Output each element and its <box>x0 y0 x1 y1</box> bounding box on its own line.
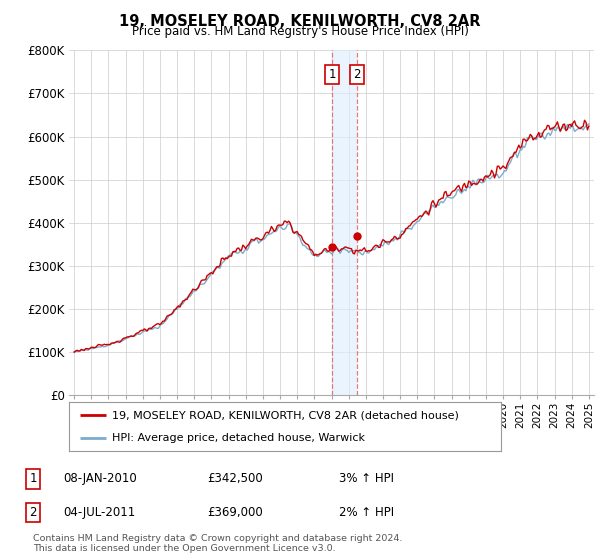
Text: 2% ↑ HPI: 2% ↑ HPI <box>339 506 394 519</box>
Text: 1: 1 <box>29 472 37 486</box>
Text: HPI: Average price, detached house, Warwick: HPI: Average price, detached house, Warw… <box>112 433 365 444</box>
Text: 19, MOSELEY ROAD, KENILWORTH, CV8 2AR: 19, MOSELEY ROAD, KENILWORTH, CV8 2AR <box>119 14 481 29</box>
Text: 2: 2 <box>353 68 361 81</box>
Text: 08-JAN-2010: 08-JAN-2010 <box>63 472 137 486</box>
Text: 2: 2 <box>29 506 37 519</box>
Bar <box>332 50 357 395</box>
Text: 04-JUL-2011: 04-JUL-2011 <box>63 506 135 519</box>
Text: 1: 1 <box>328 68 336 81</box>
Text: £369,000: £369,000 <box>207 506 263 519</box>
Text: £342,500: £342,500 <box>207 472 263 486</box>
Text: Contains HM Land Registry data © Crown copyright and database right 2024.
This d: Contains HM Land Registry data © Crown c… <box>33 534 403 553</box>
Text: 3% ↑ HPI: 3% ↑ HPI <box>339 472 394 486</box>
Text: 19, MOSELEY ROAD, KENILWORTH, CV8 2AR (detached house): 19, MOSELEY ROAD, KENILWORTH, CV8 2AR (d… <box>112 410 459 421</box>
Text: Price paid vs. HM Land Registry's House Price Index (HPI): Price paid vs. HM Land Registry's House … <box>131 25 469 38</box>
